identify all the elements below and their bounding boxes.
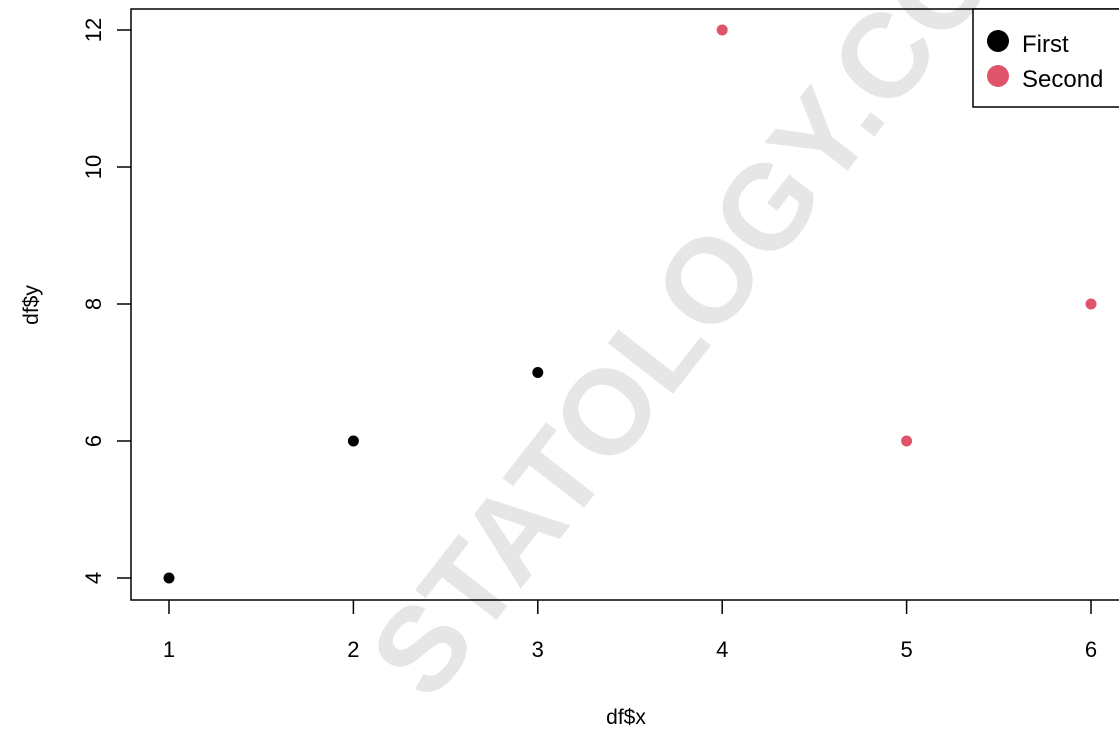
x-tick-label: 1 [163, 637, 175, 662]
legend-marker-second [987, 65, 1009, 87]
x-tick-label: 6 [1085, 637, 1097, 662]
y-tick-label: 8 [81, 298, 106, 310]
data-point-first [532, 367, 544, 378]
y-tick-label: 10 [81, 155, 106, 179]
data-point-first [163, 572, 175, 584]
watermark: STATOLOGY.COM [345, 0, 1083, 721]
x-tick-label: 5 [900, 637, 912, 662]
y-tick-label: 12 [81, 18, 106, 42]
x-tick-label: 3 [532, 637, 544, 662]
y-axis: 4 6 8 10 12 [81, 18, 131, 584]
data-point-second [716, 24, 728, 36]
watermark-text: STATOLOGY.COM [345, 0, 1083, 721]
legend-marker-first [987, 30, 1009, 52]
y-tick-label: 6 [81, 435, 106, 447]
legend-box [972, 8, 1119, 108]
legend-label-first: First [1022, 31, 1069, 58]
data-point-first [347, 435, 359, 447]
data-point-second [901, 435, 913, 447]
x-tick-label: 2 [347, 637, 359, 662]
legend: First Second [972, 8, 1119, 108]
y-axis-label: df$y [20, 285, 43, 325]
x-axis: 1 2 3 4 5 6 [163, 600, 1097, 662]
x-tick-label: 4 [716, 637, 728, 662]
data-points [163, 24, 1097, 584]
y-tick-label: 4 [81, 572, 106, 584]
data-point-second [1085, 298, 1097, 310]
legend-label-second: Second [1022, 66, 1103, 93]
x-axis-label: df$x [606, 706, 646, 729]
